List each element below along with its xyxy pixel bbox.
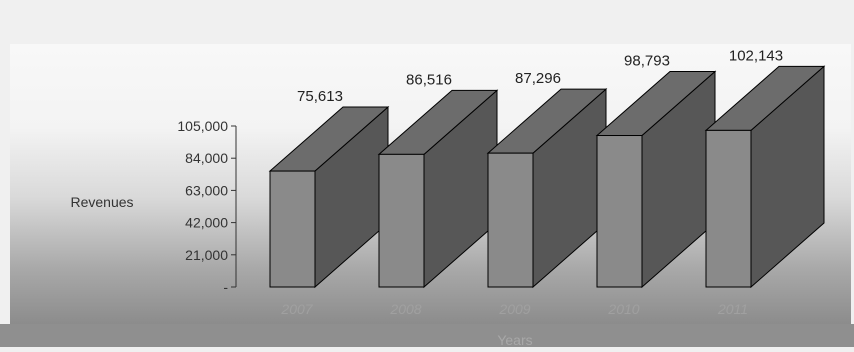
- y-axis: - 21,000 42,000 63,000 84,000 105,000: [177, 118, 237, 295]
- data-label: 102,143: [729, 47, 783, 64]
- x-tick-label: 2009: [498, 301, 530, 317]
- data-label: 75,613: [297, 88, 343, 105]
- y-tick-label: -: [223, 279, 228, 295]
- x-tick-label: 2007: [280, 301, 313, 317]
- y-axis-title: Revenues: [70, 194, 133, 210]
- data-label: 98,793: [624, 53, 670, 70]
- y-tick-label: 21,000: [185, 247, 228, 263]
- bar: [595, 70, 717, 289]
- bar-front: [596, 135, 643, 288]
- y-tick-label: 84,000: [185, 150, 228, 166]
- x-tick-label: 2011: [717, 301, 748, 317]
- y-tick-label: 105,000: [177, 118, 228, 134]
- plot-footer: [0, 324, 854, 347]
- bar: [377, 89, 499, 289]
- bar: [268, 105, 390, 289]
- bar-front: [487, 152, 534, 288]
- bar-front: [269, 170, 316, 288]
- labels: 75,613 2007 86,516 2008 87,296 2009 98,793 2010…: [280, 47, 783, 317]
- bar: [704, 65, 826, 289]
- data-label: 87,296: [515, 70, 561, 87]
- bars: [268, 65, 826, 289]
- y-tick-label: 63,000: [185, 182, 228, 198]
- x-tick-label: 2010: [607, 301, 639, 317]
- bar-front: [378, 153, 425, 288]
- y-tick-label: 42,000: [185, 215, 228, 231]
- data-label: 86,516: [406, 71, 452, 88]
- x-tick-label: 2008: [389, 301, 421, 317]
- bar-front: [705, 129, 752, 288]
- bar: [486, 88, 608, 289]
- x-axis-title: Years: [497, 332, 532, 347]
